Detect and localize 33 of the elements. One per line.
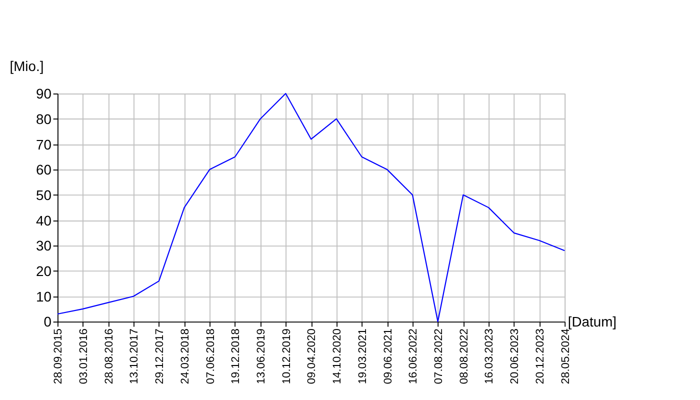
- y-tick-label: 20: [36, 263, 52, 280]
- y-tick-label: 80: [36, 110, 52, 127]
- y-tick-label: 40: [36, 212, 52, 228]
- y-tick-label: 70: [36, 136, 52, 152]
- x-tick-label: 16.06.2022: [408, 328, 420, 384]
- y-tick-label: 50: [36, 186, 52, 203]
- y-tick-label: 90: [36, 86, 52, 102]
- x-tick-label: 16.03.2023: [484, 328, 496, 384]
- y-tick-label: 10: [36, 288, 52, 304]
- x-tick-label: 13.06.2019: [256, 328, 268, 384]
- x-tick-label: 08.08.2022: [458, 328, 470, 384]
- x-tick-label: 09.06.2021: [382, 328, 394, 384]
- y-axis-title: [Mio.]: [10, 58, 44, 74]
- x-tick-label: 28.05.2024: [560, 328, 572, 384]
- x-tick-label: 24.03.2018: [179, 328, 192, 384]
- y-tick-label: 60: [36, 162, 52, 178]
- x-tick-label: 28.09.2015: [52, 328, 65, 384]
- x-tick-label: 07.08.2022: [433, 328, 446, 384]
- x-tick-label: 19.12.2018: [230, 328, 242, 384]
- x-tick-label: 20.06.2023: [509, 328, 522, 384]
- y-tick-label: 30: [36, 238, 52, 254]
- y-tick-label: 0: [44, 314, 52, 330]
- x-tick-label: 19.03.2021: [356, 328, 369, 384]
- x-tick-label: 29.12.2017: [154, 328, 166, 384]
- x-tick-label: 20.12.2023: [534, 328, 546, 384]
- x-tick-label: 14.10.2020: [332, 328, 344, 384]
- x-tick-label: 07.06.2018: [204, 328, 217, 384]
- x-tick-label: 03.01.2016: [78, 328, 90, 384]
- x-tick-label: 13.10.2017: [128, 328, 141, 384]
- x-tick-label: 10.12.2019: [280, 328, 293, 384]
- x-tick-label: 09.04.2020: [306, 328, 318, 384]
- x-tick-label: 28.08.2016: [103, 328, 116, 384]
- x-axis-title: [Datum]: [568, 314, 617, 330]
